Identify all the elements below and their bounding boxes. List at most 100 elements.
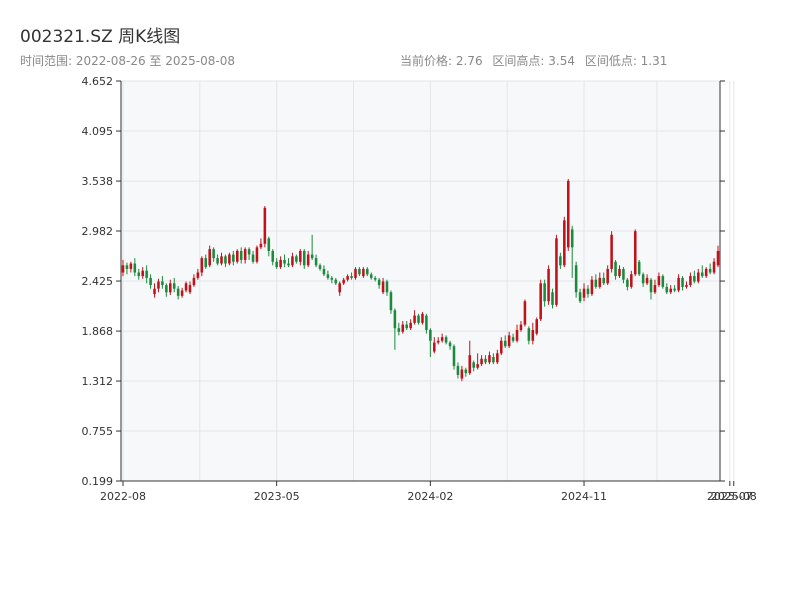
- candle: [188, 281, 192, 295]
- candle-body: [326, 274, 330, 278]
- candle-body: [539, 283, 542, 320]
- candle-body: [413, 315, 416, 323]
- candle: [637, 259, 641, 277]
- x-tick-label: 2022-08: [100, 490, 146, 503]
- candle-body: [149, 277, 152, 286]
- candle: [137, 268, 141, 280]
- candle: [350, 272, 353, 280]
- candle: [263, 206, 267, 248]
- candle: [133, 258, 137, 277]
- candle: [539, 279, 542, 322]
- candle-body: [602, 277, 606, 284]
- candle-body: [172, 283, 176, 289]
- candle: [310, 234, 314, 260]
- candle-body: [472, 362, 475, 368]
- candle: [563, 216, 566, 268]
- candle-body: [704, 268, 708, 277]
- candle: [685, 281, 688, 289]
- candle: [291, 252, 294, 268]
- candle-body: [519, 324, 523, 331]
- candle-body: [594, 279, 598, 287]
- x-tick-label: 2025-07: [707, 490, 753, 503]
- candle: [582, 283, 586, 302]
- candle: [700, 265, 704, 278]
- candle-body: [121, 265, 125, 273]
- candle: [366, 267, 369, 277]
- candle-body: [184, 283, 188, 291]
- candle: [677, 274, 680, 293]
- candle: [169, 279, 172, 295]
- candle: [578, 288, 582, 304]
- candle-body: [464, 369, 468, 374]
- candle: [176, 285, 180, 300]
- candle: [464, 367, 468, 377]
- candle-body: [429, 330, 432, 341]
- x-tick-label: 2023-05: [254, 490, 300, 503]
- candle: [693, 270, 696, 284]
- candle-body: [661, 276, 665, 287]
- y-tick-label: 1.312: [82, 375, 114, 388]
- candle: [429, 328, 432, 357]
- x-tick-label: 2024-02: [407, 490, 453, 503]
- candle-body: [176, 288, 180, 296]
- candle-body: [228, 254, 231, 264]
- candle: [472, 360, 475, 372]
- candle-body: [708, 268, 712, 273]
- candle-body: [452, 346, 456, 366]
- candle: [401, 321, 405, 334]
- candle: [566, 179, 570, 251]
- y-tick-label: 4.095: [82, 125, 114, 138]
- candle: [125, 262, 129, 275]
- candle-body: [693, 276, 696, 282]
- candle-body: [279, 259, 282, 268]
- candle: [267, 236, 271, 257]
- candle-body: [618, 268, 621, 277]
- candle-body: [299, 250, 302, 262]
- candle-body: [251, 254, 255, 262]
- candle-body: [480, 358, 483, 365]
- candle: [141, 267, 144, 279]
- candle-body: [436, 340, 440, 343]
- candle: [586, 285, 590, 298]
- candle-body: [243, 249, 247, 260]
- candle: [409, 319, 412, 331]
- candle-body: [606, 268, 609, 284]
- candle: [200, 256, 204, 277]
- candle-body: [499, 340, 503, 354]
- candle-body: [440, 337, 444, 341]
- candle: [243, 247, 247, 264]
- candle-body: [653, 285, 657, 293]
- candle: [326, 270, 330, 280]
- candle-body: [220, 256, 223, 264]
- candle-body: [271, 250, 275, 262]
- candle-body: [543, 283, 546, 302]
- candle-body: [204, 258, 208, 268]
- candle: [129, 261, 133, 273]
- candle-body: [314, 258, 318, 266]
- candle: [318, 263, 322, 271]
- candle: [712, 258, 716, 275]
- candle-body: [216, 258, 219, 264]
- candle-body: [381, 281, 385, 293]
- candle-body: [535, 319, 539, 334]
- candle: [259, 238, 263, 250]
- candle-body: [129, 263, 133, 269]
- candle-body: [586, 288, 590, 295]
- candle: [511, 333, 515, 343]
- candle: [180, 287, 184, 298]
- candle: [559, 252, 562, 269]
- candle-body: [614, 261, 617, 277]
- candle-body: [208, 249, 211, 266]
- candle: [302, 249, 306, 269]
- y-tick-label: 2.425: [82, 275, 114, 288]
- candle-body: [527, 328, 531, 341]
- candle: [590, 276, 594, 296]
- candle: [547, 265, 550, 305]
- candle-body: [239, 250, 243, 260]
- candle-body: [322, 268, 326, 275]
- range-high-label: 区间高点: 3.54: [492, 54, 575, 68]
- candle: [232, 250, 235, 266]
- candle-body: [310, 254, 314, 259]
- candle-body: [275, 261, 278, 268]
